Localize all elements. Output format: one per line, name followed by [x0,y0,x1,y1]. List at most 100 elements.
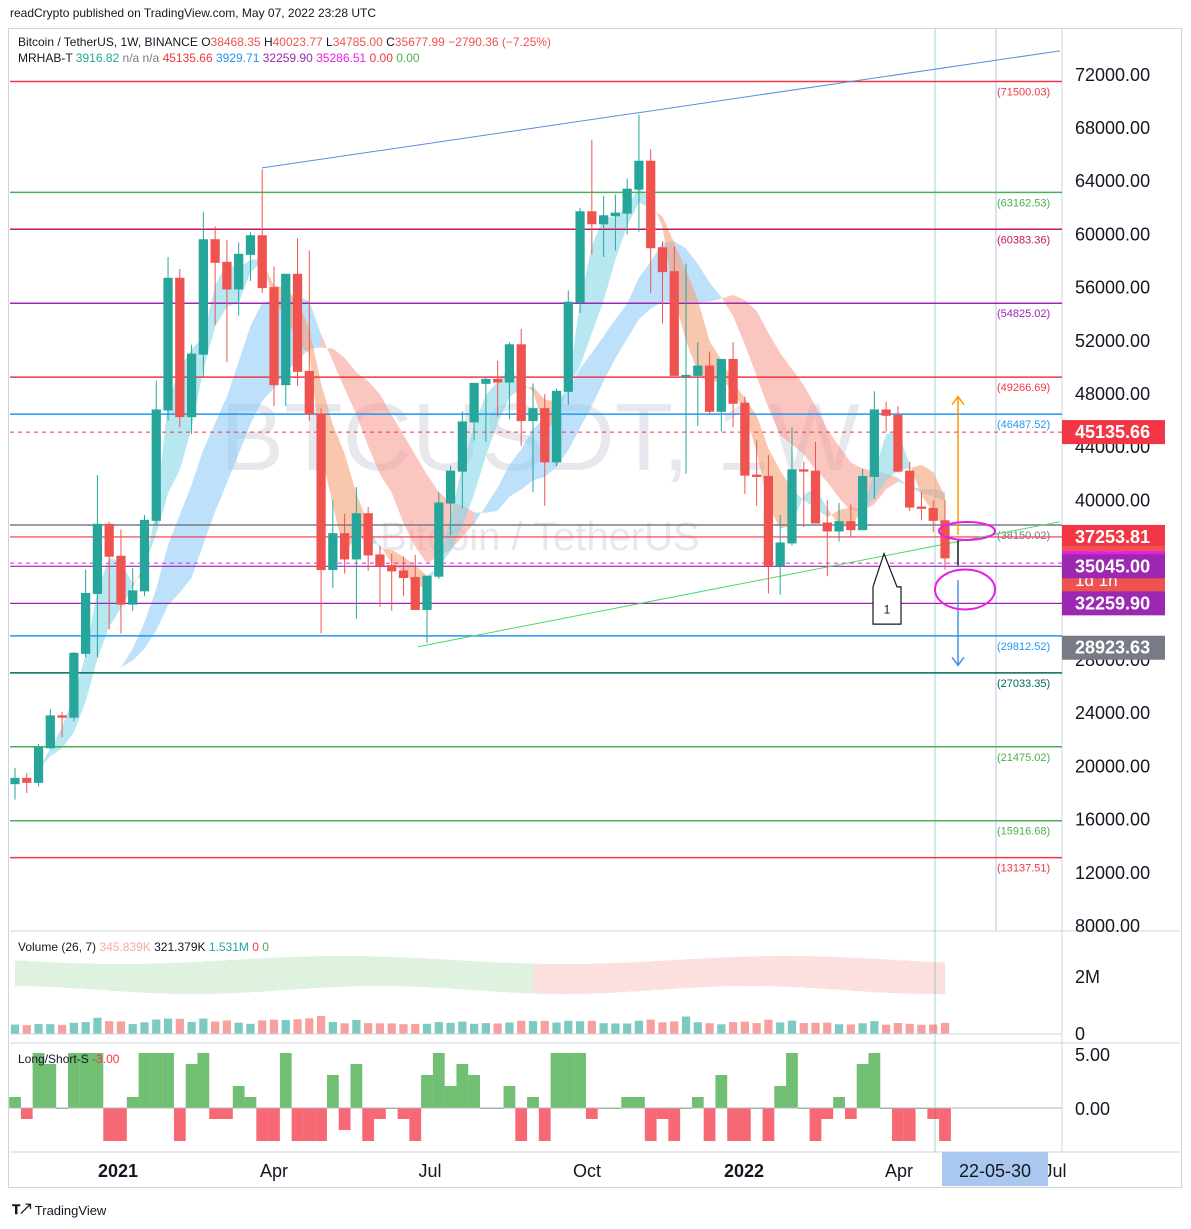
candle-body [528,408,538,422]
volume-bar [575,1021,585,1034]
highlight-ellipse-top [938,520,996,541]
slow-ribbon-segment [803,385,816,470]
volume-legend-v4: 0 [252,940,259,954]
volume-bar [929,1024,938,1034]
tradingview-brand[interactable]: 𝐓↗ TradingView [12,1202,106,1218]
volume-bar [269,1019,279,1034]
indicator-legend: MRHAB-T 3916.82 n/a n/a 45135.66 3929.71… [18,51,420,65]
ls-bar [515,1108,528,1141]
candle-body [57,715,67,718]
volume-bar [870,1021,879,1034]
volume-bar [917,1024,926,1034]
fast-ribbon-segment [450,465,463,552]
volume-ribbon-segment [862,958,875,992]
candle-body [457,421,467,472]
slow-ribbon-segment [168,514,180,606]
volume-bar [46,1024,55,1034]
ls-bar [444,1086,457,1108]
ls-bar [44,1064,57,1108]
volume-bar [375,1023,385,1034]
ls-bar [821,1108,834,1119]
ls-bar [633,1097,645,1108]
y-tick-label: 56000.00 [1075,278,1150,298]
volume-ribbon-segment [15,960,27,987]
volume-bar [10,1024,20,1034]
ls-bar [291,1108,304,1141]
volume-ribbon-segment [168,962,180,994]
ls-bar [256,1108,269,1141]
ls-axis-label: 0.00 [1075,1099,1110,1119]
ls-bar [574,1053,586,1108]
slow-ribbon-segment [344,357,357,415]
y-tick-label: 12000.00 [1075,863,1150,883]
fast-ribbon-segment [580,245,592,367]
price-badge [1062,524,1165,549]
volume-ribbon-segment [686,959,698,988]
candle-body [151,409,161,521]
slow-ribbon-segment [97,674,110,690]
ls-legend-value: -3.00 [92,1052,120,1066]
candle-body [598,215,609,225]
lower-trendline [417,521,1061,648]
upper-trendline [261,50,1061,169]
ls-bar [244,1097,257,1108]
volume-bar [93,1017,102,1034]
volume-bar [246,1023,255,1034]
candle-body [245,235,256,255]
level-label: (21475.02) [997,752,1050,764]
y-tick-label: 68000.00 [1075,118,1150,138]
candle-body [398,570,409,579]
legend-ind-v3: 45135.66 [162,51,213,65]
volume-ribbon-segment [497,962,510,993]
volume-bar [552,1022,561,1034]
ls-bar [762,1108,775,1141]
slow-ribbon-segment [627,277,639,339]
legend-change: −2790.36 (−7.25%) [448,35,551,49]
fast-ribbon-segment [50,726,63,757]
candle-body [846,521,856,531]
slow-ribbon-segment [827,429,840,499]
x-tick-label: Apr [885,1161,913,1181]
ls-bar [326,1075,339,1108]
slow-ribbon-segment [356,372,369,447]
volume-bar [258,1020,267,1034]
volume-ribbon-segment [391,957,404,987]
ls-bar [868,1053,881,1108]
ls-bar [150,1053,163,1108]
slow-ribbon-segment [391,415,404,524]
volume-ribbon-segment [415,958,428,987]
candle-body [375,554,385,567]
candle-body [269,287,279,386]
volume-ribbon-segment [450,960,463,989]
volume-ribbon-segment [674,959,687,989]
legend-close: 35677.99 [394,35,445,49]
volume-ribbon-segment [203,961,216,994]
volume-ribbon-segment [627,962,639,992]
ls-bar [20,1108,33,1119]
fast-ribbon-segment [144,507,157,572]
candle-body [340,533,350,560]
ls-bar [703,1108,716,1141]
volume-ribbon-segment [827,956,840,990]
volume-bar [670,1021,679,1034]
volume-bar [316,1015,326,1034]
x-tick-label: 2022 [724,1161,764,1181]
highlight-ellipse-bottom [934,568,996,611]
candle-body [292,273,303,372]
candle-body [763,475,774,567]
candle-body [657,247,668,273]
ls-bar [173,1108,186,1141]
candle-body [905,470,915,508]
volume-bar [328,1022,337,1034]
slow-ribbon-segment [132,622,145,661]
slow-ribbon-segment [332,348,345,389]
ls-bar [527,1097,539,1108]
volume-ribbon-segment [874,959,887,993]
target-down-arrowhead [951,656,965,667]
ls-bar [9,1097,21,1108]
volume-ribbon-segment [662,960,675,990]
slow-ribbon-segment [379,394,392,493]
x-tick-label: Jul [418,1161,441,1181]
fast-ribbon-segment [132,564,145,588]
